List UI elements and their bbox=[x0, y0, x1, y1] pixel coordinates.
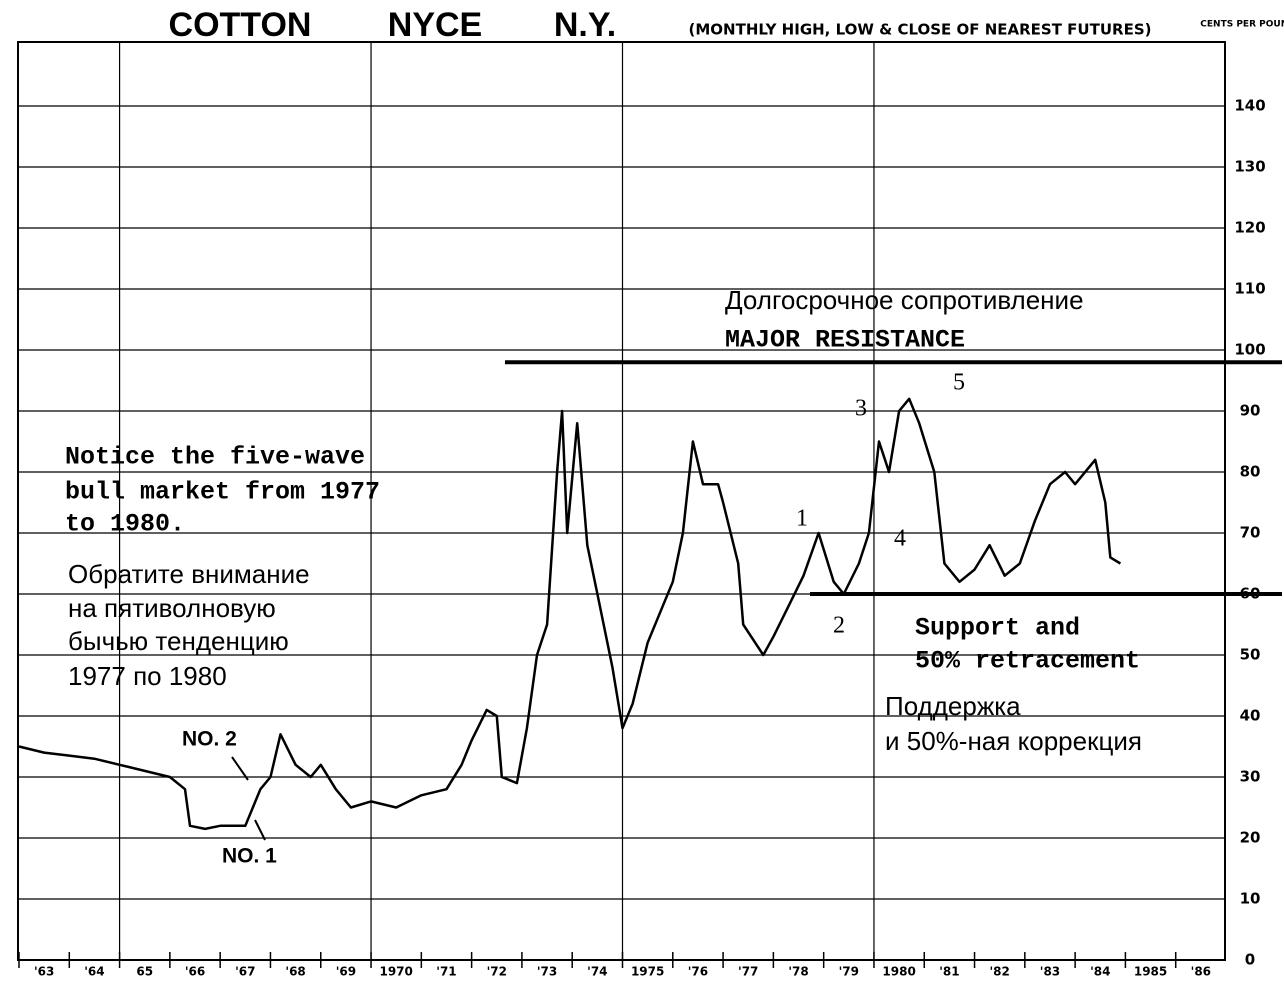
y-tick-label: 90 bbox=[1240, 402, 1261, 420]
x-tick-label: '83 bbox=[1040, 965, 1060, 979]
x-tick-label: '81 bbox=[939, 965, 959, 979]
x-tick-label: '73 bbox=[537, 965, 557, 979]
x-tick-label: '74 bbox=[587, 965, 607, 979]
x-tick-label: 65 bbox=[136, 965, 153, 979]
y-tick-label: 50 bbox=[1240, 646, 1261, 664]
x-tick-label: 1975 bbox=[631, 965, 664, 979]
annotation: 1 bbox=[796, 506, 808, 532]
chart-title: N.Y. bbox=[554, 6, 616, 44]
annotation: Поддержка bbox=[885, 691, 1021, 721]
x-tick-label: 1970 bbox=[379, 965, 412, 979]
y-tick-label: 0 bbox=[1245, 951, 1255, 969]
y-axis-label: CENTS PER POUND bbox=[1200, 20, 1284, 30]
x-tick-label: '71 bbox=[436, 965, 456, 979]
y-tick-label: 140 bbox=[1234, 97, 1265, 115]
annotation: бычью тенденцию bbox=[68, 626, 289, 656]
y-tick-label: 10 bbox=[1240, 890, 1261, 908]
y-tick-label: 130 bbox=[1234, 158, 1265, 176]
x-tick-label: '77 bbox=[738, 965, 758, 979]
x-tick-label: '79 bbox=[839, 965, 859, 979]
x-tick-label: 1980 bbox=[882, 965, 915, 979]
annotation: MAJOR RESISTANCE bbox=[725, 326, 965, 355]
x-tick-label: '84 bbox=[1090, 965, 1110, 979]
y-tick-label: 80 bbox=[1240, 463, 1261, 481]
x-tick-label: '82 bbox=[990, 965, 1010, 979]
annotation: 50% retracement bbox=[915, 647, 1140, 676]
y-tick-label: 70 bbox=[1240, 524, 1261, 542]
annotation: 4 bbox=[894, 526, 906, 552]
x-tick-label: '69 bbox=[336, 965, 356, 979]
x-tick-label: '63 bbox=[34, 965, 54, 979]
price-line bbox=[18, 397, 1122, 831]
y-tick-label: 40 bbox=[1240, 707, 1261, 725]
chart-subtitle: (MONTHLY HIGH, LOW & CLOSE OF NEAREST FU… bbox=[689, 21, 1152, 39]
annotation: и 50%-ная коррекция bbox=[885, 726, 1142, 756]
annotation: 1977 по 1980 bbox=[68, 661, 227, 691]
x-tick-label: '86 bbox=[1191, 965, 1211, 979]
pointer bbox=[231, 756, 249, 781]
x-tick-label: '64 bbox=[84, 965, 104, 979]
annotation: NO. 2 bbox=[182, 728, 237, 751]
x-tick-label: '68 bbox=[285, 965, 305, 979]
chart-title: COTTON bbox=[169, 6, 312, 44]
annotation: Support and bbox=[915, 614, 1080, 643]
annotation: Обратите внимание bbox=[68, 559, 310, 589]
annotation: 3 bbox=[855, 396, 867, 422]
annotation: bull market from 1977 bbox=[65, 478, 380, 507]
y-tick-label: 20 bbox=[1240, 829, 1261, 847]
chart-title: NYCE bbox=[388, 6, 482, 44]
annotation: 2 bbox=[833, 613, 845, 639]
annotation: 5 bbox=[953, 370, 965, 396]
y-tick-label: 120 bbox=[1234, 219, 1265, 237]
annotation: Долгосрочное сопротивление bbox=[725, 285, 1084, 315]
x-tick-label: '67 bbox=[235, 965, 255, 979]
annotation: to 1980. bbox=[65, 510, 185, 539]
y-tick-label: 30 bbox=[1240, 768, 1261, 786]
annotation: NO. 1 bbox=[222, 845, 277, 868]
annotation: на пятиволновую bbox=[68, 593, 276, 623]
x-tick-label: '66 bbox=[185, 965, 205, 979]
x-tick-label: 1985 bbox=[1134, 965, 1167, 979]
annotation: Notice the five-wave bbox=[65, 443, 365, 472]
pointer bbox=[254, 819, 266, 841]
x-tick-label: '78 bbox=[788, 965, 808, 979]
x-tick-label: '72 bbox=[487, 965, 507, 979]
x-tick-label: '76 bbox=[688, 965, 708, 979]
y-tick-label: 100 bbox=[1234, 341, 1265, 359]
y-tick-label: 110 bbox=[1234, 280, 1265, 298]
